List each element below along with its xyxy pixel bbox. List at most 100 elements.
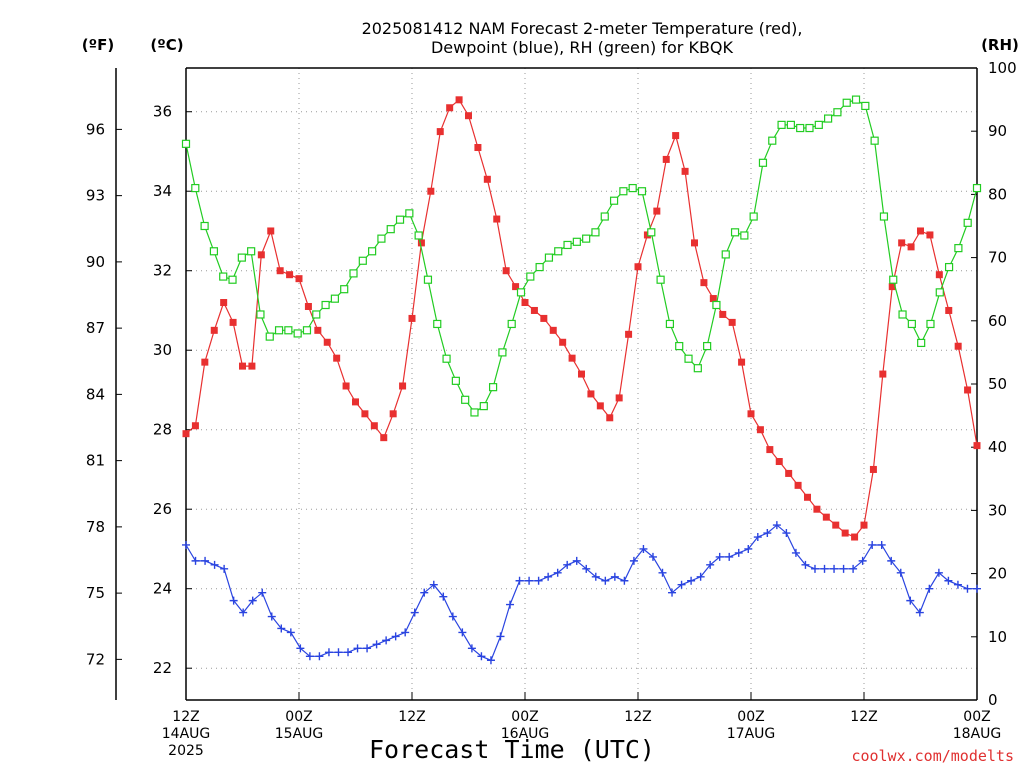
dewpoint-point xyxy=(973,584,981,593)
dewpoint-point xyxy=(715,552,724,561)
rh-point xyxy=(507,319,516,329)
2-meter-temperature-point xyxy=(794,481,802,489)
celsius-tick-label: 28 xyxy=(153,421,172,439)
rh-point xyxy=(572,237,581,246)
celsius-tick-label: 24 xyxy=(153,580,172,598)
dewpoint-point xyxy=(315,652,324,661)
2-meter-temperature-point xyxy=(841,529,849,537)
2-meter-temperature-point xyxy=(813,505,821,513)
rh-point xyxy=(582,234,591,243)
rh-point xyxy=(740,231,749,240)
rh-point xyxy=(461,395,470,404)
rh-point xyxy=(535,262,544,272)
dewpoint-point xyxy=(544,572,553,581)
2-meter-temperature-point xyxy=(662,155,670,163)
2-meter-temperature-point xyxy=(681,167,689,175)
rh-point xyxy=(712,300,721,310)
2-meter-temperature-point xyxy=(907,243,915,251)
celsius-unit-label: (ºC) xyxy=(150,36,183,54)
dewpoint-point xyxy=(401,628,410,637)
2-meter-temperature-point xyxy=(559,338,567,346)
2-meter-temperature-point xyxy=(964,386,972,394)
rh-point xyxy=(330,294,339,303)
rh-point xyxy=(851,95,861,104)
rh-point xyxy=(544,253,554,262)
2-meter-temperature-point xyxy=(314,326,322,334)
rh-line xyxy=(185,98,978,414)
dewpoint-point xyxy=(725,552,734,561)
rh-point xyxy=(917,338,926,348)
rh-point xyxy=(395,215,405,224)
time-tick-label: 00Z xyxy=(963,709,990,725)
fahrenheit-tick-label: 93 xyxy=(86,187,105,205)
rh-point xyxy=(786,120,795,129)
rh-tick-label: 70 xyxy=(988,249,1007,267)
dewpoint-point xyxy=(220,564,229,573)
rh-point xyxy=(284,326,293,335)
rh-point xyxy=(591,228,600,237)
rh-point xyxy=(600,212,609,221)
dewpoint-point xyxy=(810,564,819,573)
rh-point xyxy=(200,221,209,231)
rh-point xyxy=(349,269,358,278)
2-meter-temperature-point xyxy=(832,521,840,529)
rh-point xyxy=(442,354,451,363)
rh-point xyxy=(684,354,693,363)
2-meter-temperature-point xyxy=(248,362,256,370)
chart-title-line2: Dewpoint (blue), RH (green) for KBQK xyxy=(431,38,734,57)
rh-point xyxy=(907,319,916,329)
2-meter-temperature-point xyxy=(728,318,736,326)
2-meter-temperature-point xyxy=(785,469,793,477)
dewpoint-point xyxy=(363,644,372,653)
rh-point xyxy=(609,196,619,205)
2-meter-temperature-point xyxy=(653,207,661,215)
rh-point xyxy=(488,383,498,392)
rh-point xyxy=(554,247,563,256)
time-tick-label: 16AUG xyxy=(501,726,550,742)
2-meter-temperature-point xyxy=(756,426,764,434)
rh-point xyxy=(768,136,777,145)
celsius-tick-label: 26 xyxy=(153,500,172,518)
2-meter-temperature-point xyxy=(286,271,294,279)
rh-point xyxy=(340,285,349,294)
dewpoint-line xyxy=(185,524,977,662)
2-meter-temperature-point xyxy=(521,299,529,307)
2-meter-temperature-point xyxy=(973,442,981,450)
2-meter-temperature-point xyxy=(596,402,604,410)
2-meter-temperature-point xyxy=(483,175,491,183)
dewpoint-point xyxy=(563,560,572,569)
dewpoint-point xyxy=(706,560,715,569)
2-meter-temperature-point xyxy=(888,283,896,291)
dewpoint-point xyxy=(658,568,667,577)
dewpoint-point xyxy=(515,576,524,585)
2-meter-temperature-point xyxy=(775,458,783,466)
2-meter-temperature-point xyxy=(342,382,350,390)
dewpoint-point xyxy=(963,584,972,593)
fahrenheit-unit-label: (ºF) xyxy=(82,36,114,54)
rh-point xyxy=(889,275,898,284)
celsius-tick-label: 36 xyxy=(153,103,172,121)
rh-point xyxy=(312,310,321,319)
rh-point xyxy=(302,326,312,335)
celsius-axis: 22 24 26 28 30 32 34 36 xyxy=(153,103,192,677)
rh-point xyxy=(693,364,702,373)
2-meter-temperature-point xyxy=(615,394,623,402)
rh-series xyxy=(181,95,982,417)
dewpoint-point xyxy=(944,576,953,585)
dewpoint-point xyxy=(782,529,791,538)
2-meter-temperature-point xyxy=(257,251,265,259)
rh-point xyxy=(898,310,907,319)
2-meter-temperature-point xyxy=(304,302,312,310)
rh-unit-label: (RH) xyxy=(981,36,1019,54)
rh-axis: 0 10 20 30 40 50 60 70 80 90 100 xyxy=(971,59,1017,709)
rh-point xyxy=(954,244,963,253)
grid-lines xyxy=(186,68,977,700)
dewpoint-point xyxy=(601,576,610,585)
time-tick-label: 15AUG xyxy=(275,726,324,742)
rh-point xyxy=(758,158,768,167)
rh-point xyxy=(256,310,265,319)
dewpoint-point xyxy=(344,648,353,657)
2-meter-temperature-point xyxy=(323,338,331,346)
